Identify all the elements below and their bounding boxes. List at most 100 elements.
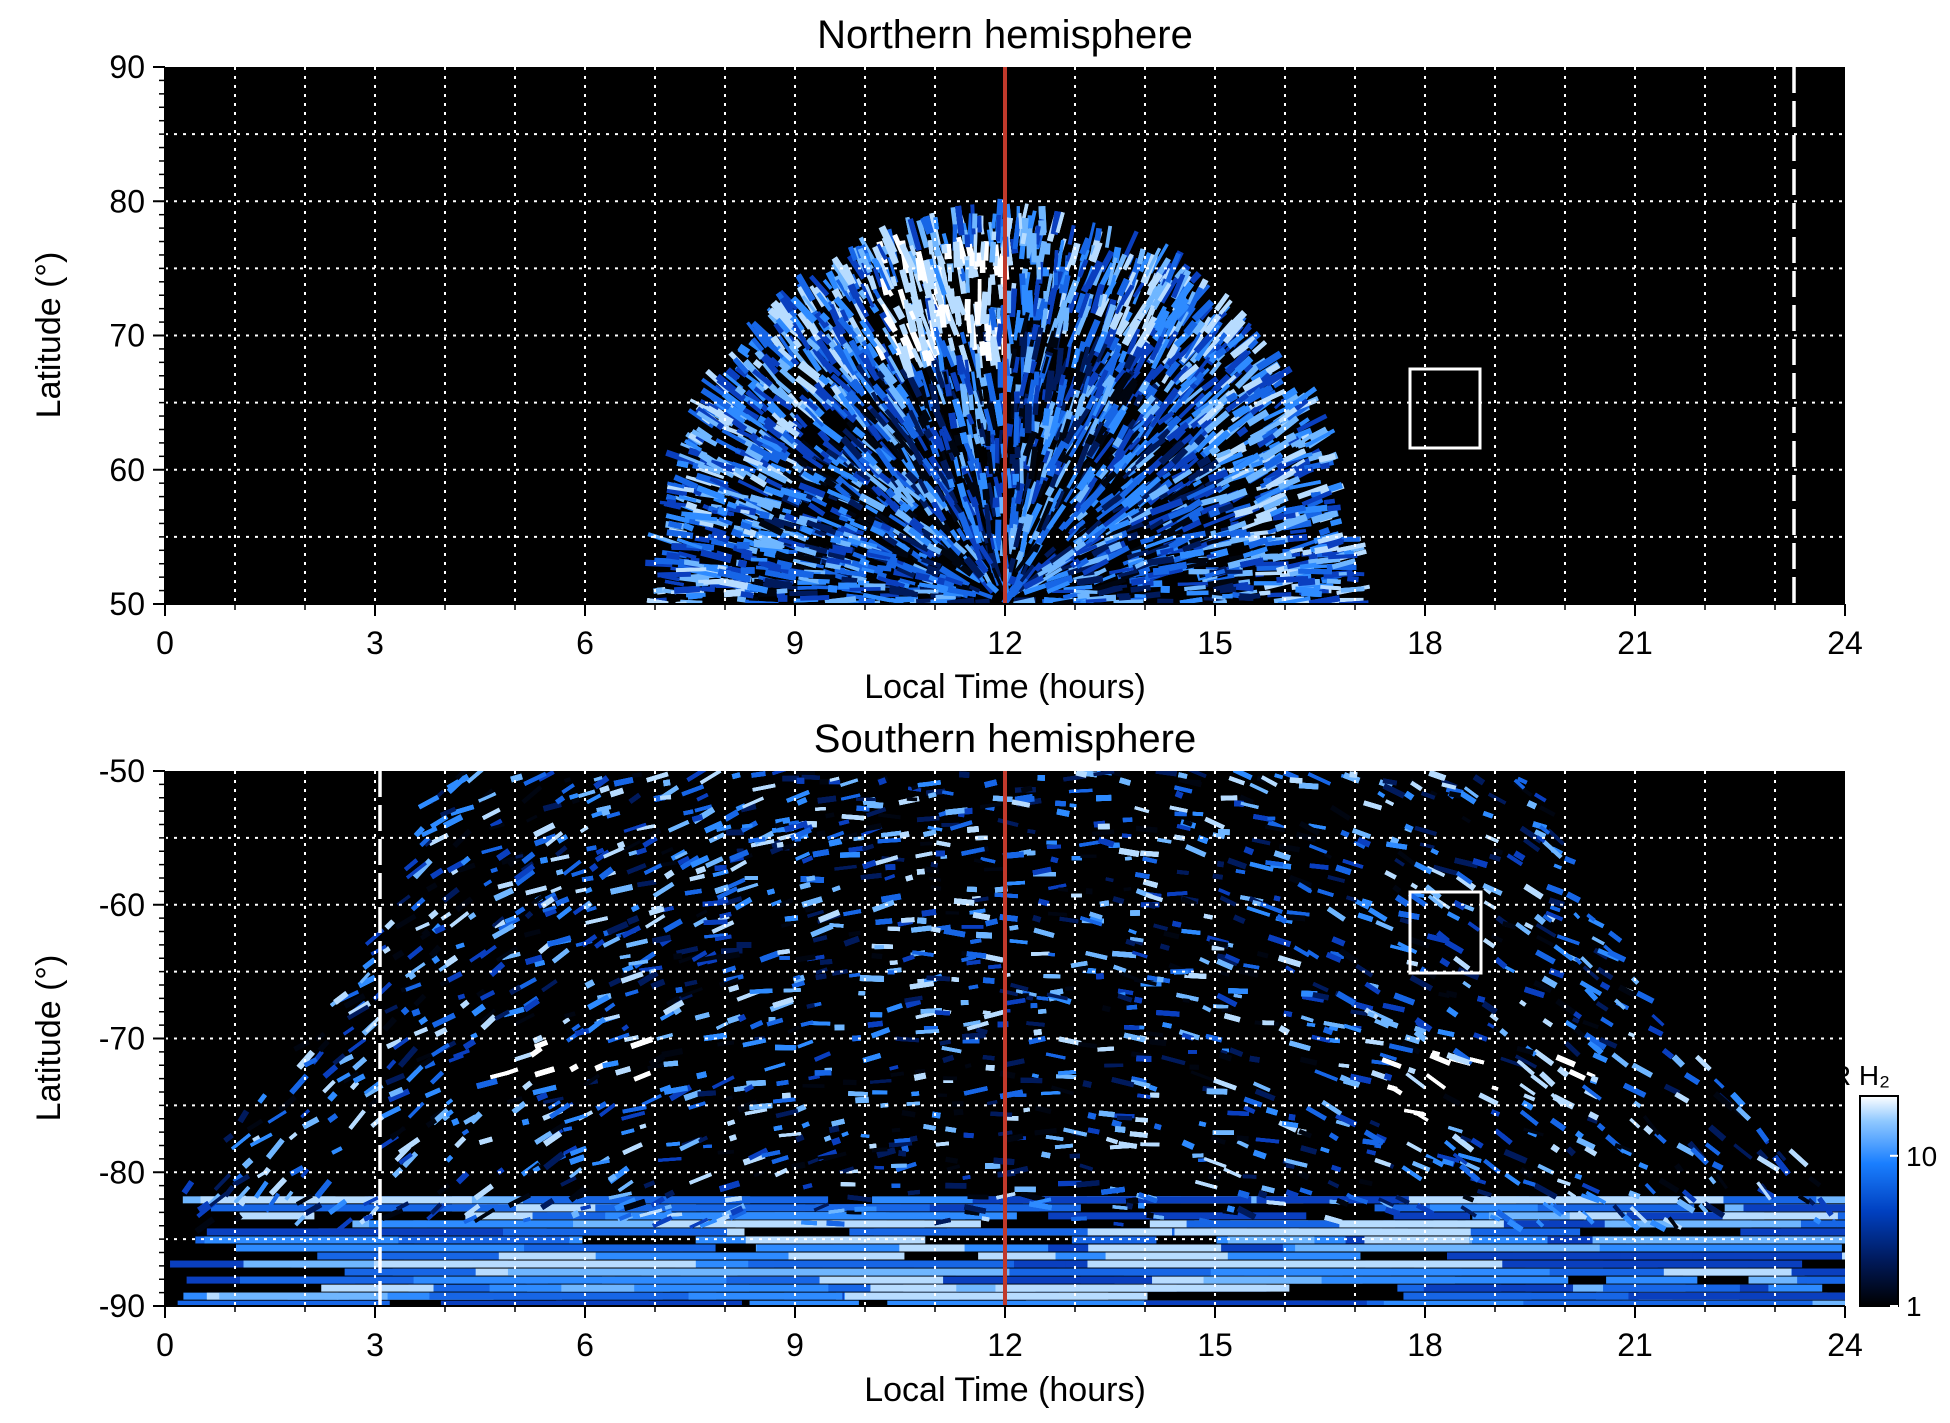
emission-streak — [646, 597, 669, 604]
emission-streak — [1207, 469, 1229, 482]
emission-streak — [964, 305, 972, 334]
emission-streak — [1036, 479, 1048, 498]
emission-streak — [1261, 427, 1279, 440]
emission-streak — [1142, 413, 1155, 428]
emission-streak — [894, 478, 915, 505]
emission-streak — [1147, 271, 1163, 290]
emission-streak — [887, 256, 899, 283]
emission-streak — [1138, 380, 1150, 394]
emission-streak — [1284, 432, 1297, 443]
emission-streak — [1018, 370, 1029, 397]
emission-streak — [1163, 415, 1174, 425]
emission-streak — [1260, 389, 1276, 400]
emission-streak — [1220, 374, 1237, 390]
emission-streak — [1199, 493, 1229, 507]
emission-streak — [944, 493, 964, 521]
emission-streak — [1233, 506, 1253, 518]
emission-streak — [1145, 386, 1158, 402]
emission-streak — [856, 363, 875, 392]
emission-streak — [765, 477, 783, 490]
emission-streak — [1054, 347, 1064, 382]
emission-streak — [664, 579, 684, 587]
emission-streak — [766, 401, 784, 419]
emission-streak — [775, 317, 791, 334]
emission-streak — [1265, 362, 1281, 375]
emission-streak — [1075, 557, 1090, 569]
emission-streak — [1213, 599, 1228, 604]
emission-streak — [837, 316, 858, 339]
emission-streak — [1171, 386, 1195, 413]
emission-streak — [666, 552, 680, 561]
emission-streak — [1226, 333, 1245, 349]
emission-streak — [1044, 574, 1074, 590]
emission-streak — [813, 381, 824, 393]
emission-streak — [1227, 412, 1254, 433]
emission-streak — [986, 451, 994, 474]
emission-streak — [673, 474, 699, 490]
emission-streak — [797, 311, 813, 330]
emission-streak — [947, 288, 955, 298]
emission-streak — [1054, 490, 1065, 510]
emission-streak — [1222, 310, 1247, 336]
emission-streak — [888, 441, 905, 461]
emission-streak — [1243, 384, 1274, 406]
emission-streak — [1202, 429, 1231, 457]
emission-streak — [1302, 549, 1312, 556]
emission-streak — [1056, 240, 1065, 272]
emission-streak — [1246, 409, 1270, 427]
emission-streak — [973, 503, 984, 532]
emission-streak — [858, 289, 868, 300]
emission-streak — [903, 299, 915, 330]
emission-streak — [1182, 540, 1202, 553]
emission-streak — [974, 353, 982, 380]
emission-streak — [1135, 480, 1162, 506]
emission-streak — [838, 455, 848, 463]
emission-streak — [964, 543, 982, 563]
emission-streak — [752, 359, 763, 369]
emission-streak — [1060, 271, 1069, 285]
emission-streak — [1018, 531, 1029, 557]
emission-streak — [740, 521, 752, 531]
emission-streak — [843, 446, 867, 473]
emission-streak — [1204, 410, 1230, 434]
emission-streak — [1144, 534, 1177, 550]
emission-streak — [1098, 430, 1109, 447]
emission-streak — [816, 330, 832, 346]
emission-streak — [1046, 463, 1057, 477]
emission-streak — [961, 437, 977, 465]
emission-streak — [1041, 356, 1050, 374]
emission-streak — [1108, 565, 1138, 575]
emission-streak — [737, 479, 770, 497]
emission-streak — [792, 338, 803, 350]
emission-streak — [1224, 348, 1251, 376]
emission-streak — [1158, 532, 1189, 547]
emission-streak — [964, 359, 971, 381]
emission-streak — [779, 296, 794, 314]
emission-streak — [1191, 400, 1214, 418]
emission-streak — [883, 396, 906, 426]
emission-streak — [1031, 284, 1041, 317]
emission-streak — [934, 485, 947, 503]
emission-streak — [1264, 539, 1286, 547]
emission-streak — [880, 545, 909, 559]
emission-streak — [919, 477, 945, 504]
emission-streak — [874, 510, 891, 524]
emission-streak — [1073, 481, 1095, 513]
emission-streak — [877, 411, 890, 424]
emission-streak — [1234, 362, 1262, 390]
emission-streak — [898, 492, 914, 508]
emission-streak — [1304, 428, 1336, 448]
emission-streak — [1043, 414, 1056, 437]
emission-streak — [1052, 548, 1076, 568]
emission-streak — [1199, 417, 1214, 431]
emission-streak — [710, 530, 730, 544]
emission-streak — [1192, 479, 1202, 488]
emission-streak — [1019, 564, 1035, 584]
emission-streak — [923, 259, 936, 290]
emission-streak — [809, 285, 825, 308]
emission-streak — [725, 367, 741, 381]
emission-streak — [763, 422, 783, 440]
emission-streak — [897, 597, 915, 603]
emission-streak — [1043, 242, 1051, 255]
emission-streak — [968, 585, 981, 593]
